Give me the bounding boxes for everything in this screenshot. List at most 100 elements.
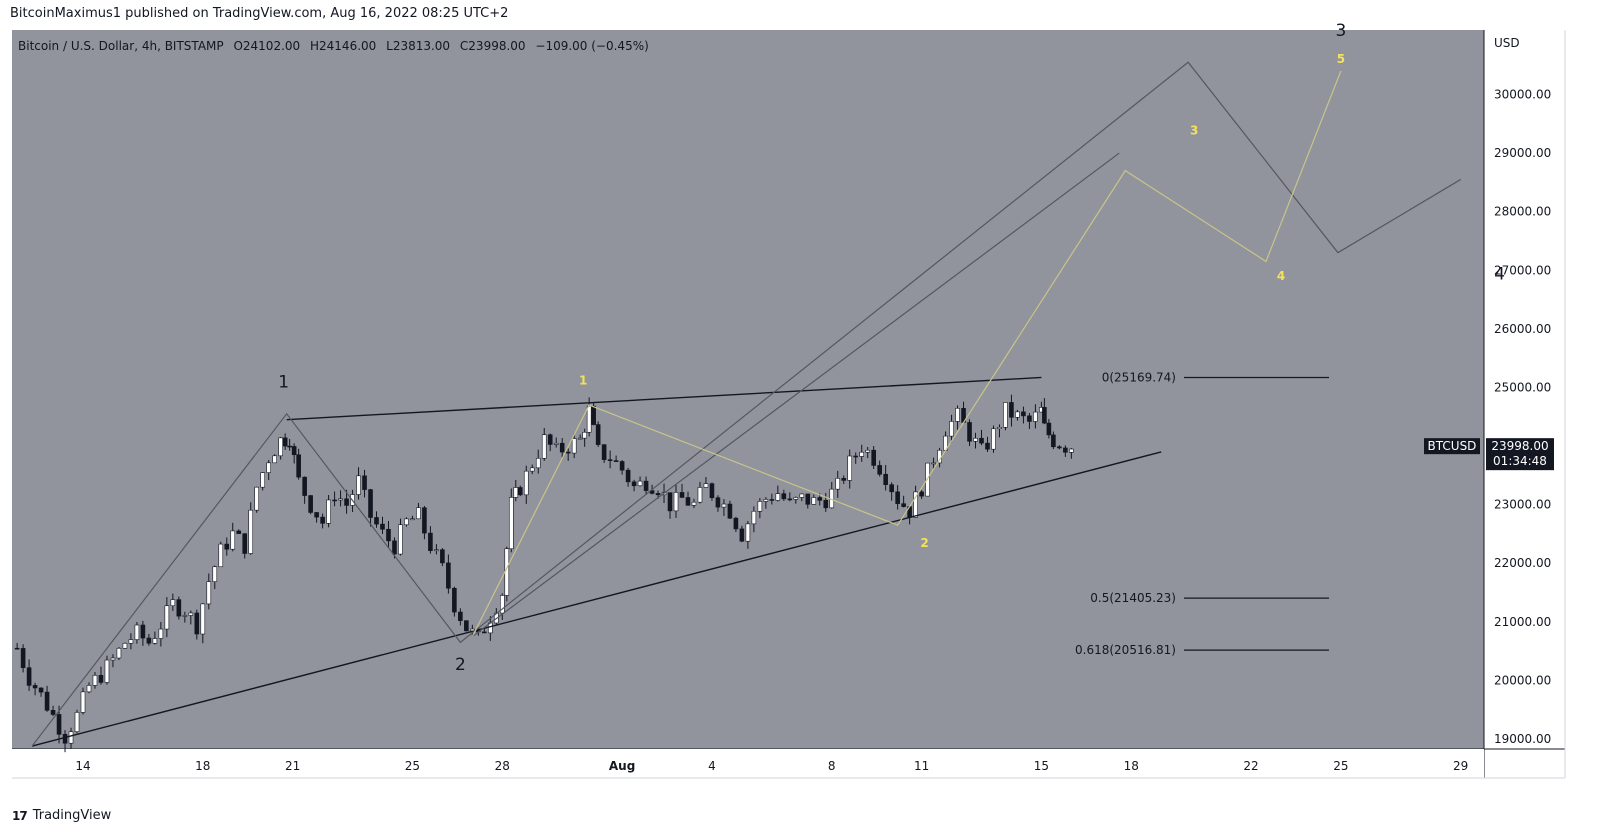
candle-body — [703, 483, 709, 488]
candle-body — [482, 631, 487, 634]
candle-body — [913, 491, 918, 518]
candle-body — [967, 422, 972, 442]
candle-body — [1042, 407, 1047, 424]
candle — [14, 642, 20, 650]
candle — [643, 476, 649, 495]
candle — [591, 401, 596, 426]
candle — [1009, 394, 1014, 427]
candle — [601, 444, 607, 463]
close-value: 23998.00 — [468, 39, 525, 53]
candle — [260, 472, 266, 491]
candle-body — [32, 685, 38, 689]
time-tick: 8 — [828, 759, 836, 773]
candle-body — [985, 442, 990, 450]
plot-area — [12, 30, 1484, 749]
candle-body — [38, 687, 44, 693]
candle-body — [697, 487, 703, 503]
candle-body — [931, 462, 936, 465]
candle-body — [997, 427, 1002, 430]
candle — [997, 424, 1002, 438]
time-tick: 18 — [195, 759, 210, 773]
candle-body — [513, 487, 519, 498]
candle — [727, 500, 733, 519]
time-tick: 4 — [708, 759, 716, 773]
candle-body — [452, 587, 457, 613]
candle-body — [559, 442, 565, 453]
candle — [122, 642, 128, 649]
candle-body — [883, 473, 888, 485]
candle — [757, 498, 763, 519]
candle — [877, 460, 882, 477]
candle — [577, 434, 583, 440]
candle — [146, 633, 152, 646]
price-tick: 20000.00 — [1494, 673, 1551, 687]
candle — [595, 421, 601, 447]
candle-body — [901, 503, 906, 507]
candle — [272, 454, 277, 464]
candle — [793, 496, 799, 504]
candle-body — [242, 533, 248, 554]
candle — [434, 544, 439, 555]
candle — [368, 488, 373, 527]
wave-label-minor: 2 — [920, 536, 928, 550]
candle — [673, 484, 679, 518]
candle — [254, 486, 260, 513]
candle — [110, 654, 116, 668]
candle — [200, 603, 206, 644]
candle-body — [523, 470, 529, 496]
candle-body — [386, 528, 391, 542]
candle-body — [200, 603, 206, 635]
candle-body — [68, 731, 74, 744]
candle-body — [877, 465, 882, 475]
wave-label-minor: 4 — [1277, 269, 1285, 283]
candle-body — [679, 492, 685, 498]
candle-body — [601, 444, 607, 460]
candle-body — [631, 481, 637, 487]
annotation-lines — [31, 61, 1462, 747]
candle-body — [625, 469, 631, 483]
candle — [116, 647, 122, 661]
time-tick: 14 — [75, 759, 90, 773]
candle — [44, 685, 50, 712]
wave-label-minor: 3 — [1190, 123, 1198, 137]
high-label: H — [310, 39, 319, 53]
candle-body — [464, 620, 469, 632]
candle-body — [955, 408, 960, 422]
candle-body — [266, 462, 271, 473]
candle — [799, 493, 805, 502]
candle-body — [50, 710, 56, 715]
candle-body — [529, 467, 535, 472]
candle-body — [733, 517, 739, 530]
candle — [781, 489, 787, 501]
candle-body — [841, 478, 847, 481]
candle — [398, 518, 403, 556]
candle — [547, 433, 553, 452]
candle-body — [591, 405, 596, 425]
candle-body — [282, 437, 288, 447]
candle — [422, 506, 427, 540]
candle-body — [1009, 402, 1014, 418]
candle-body — [1051, 434, 1056, 448]
wave-label-minor: 1 — [579, 374, 587, 388]
candle — [949, 414, 954, 443]
candle-body — [751, 510, 757, 525]
candle-body — [649, 490, 655, 494]
wave-diagonal-line — [471, 152, 1120, 637]
badge-price: 23998.00 — [1491, 439, 1548, 453]
time-axis: 14 18 21 25 28 Aug 4 8 11 15 18 22 25 29 — [75, 759, 1468, 773]
candle-body — [889, 484, 894, 493]
candle — [751, 506, 757, 533]
candle-body — [62, 733, 68, 744]
candle-body — [727, 503, 733, 519]
candle-body — [823, 500, 829, 509]
candle — [416, 502, 421, 520]
candle — [901, 495, 906, 508]
candle-body — [302, 476, 307, 496]
wave-label-primary: 3 — [1335, 21, 1346, 41]
candle-body — [973, 437, 978, 442]
candle — [344, 489, 349, 514]
candle-body — [919, 491, 924, 497]
fib-label: 0(25169.74) — [1102, 371, 1176, 385]
candle-body — [320, 516, 325, 524]
